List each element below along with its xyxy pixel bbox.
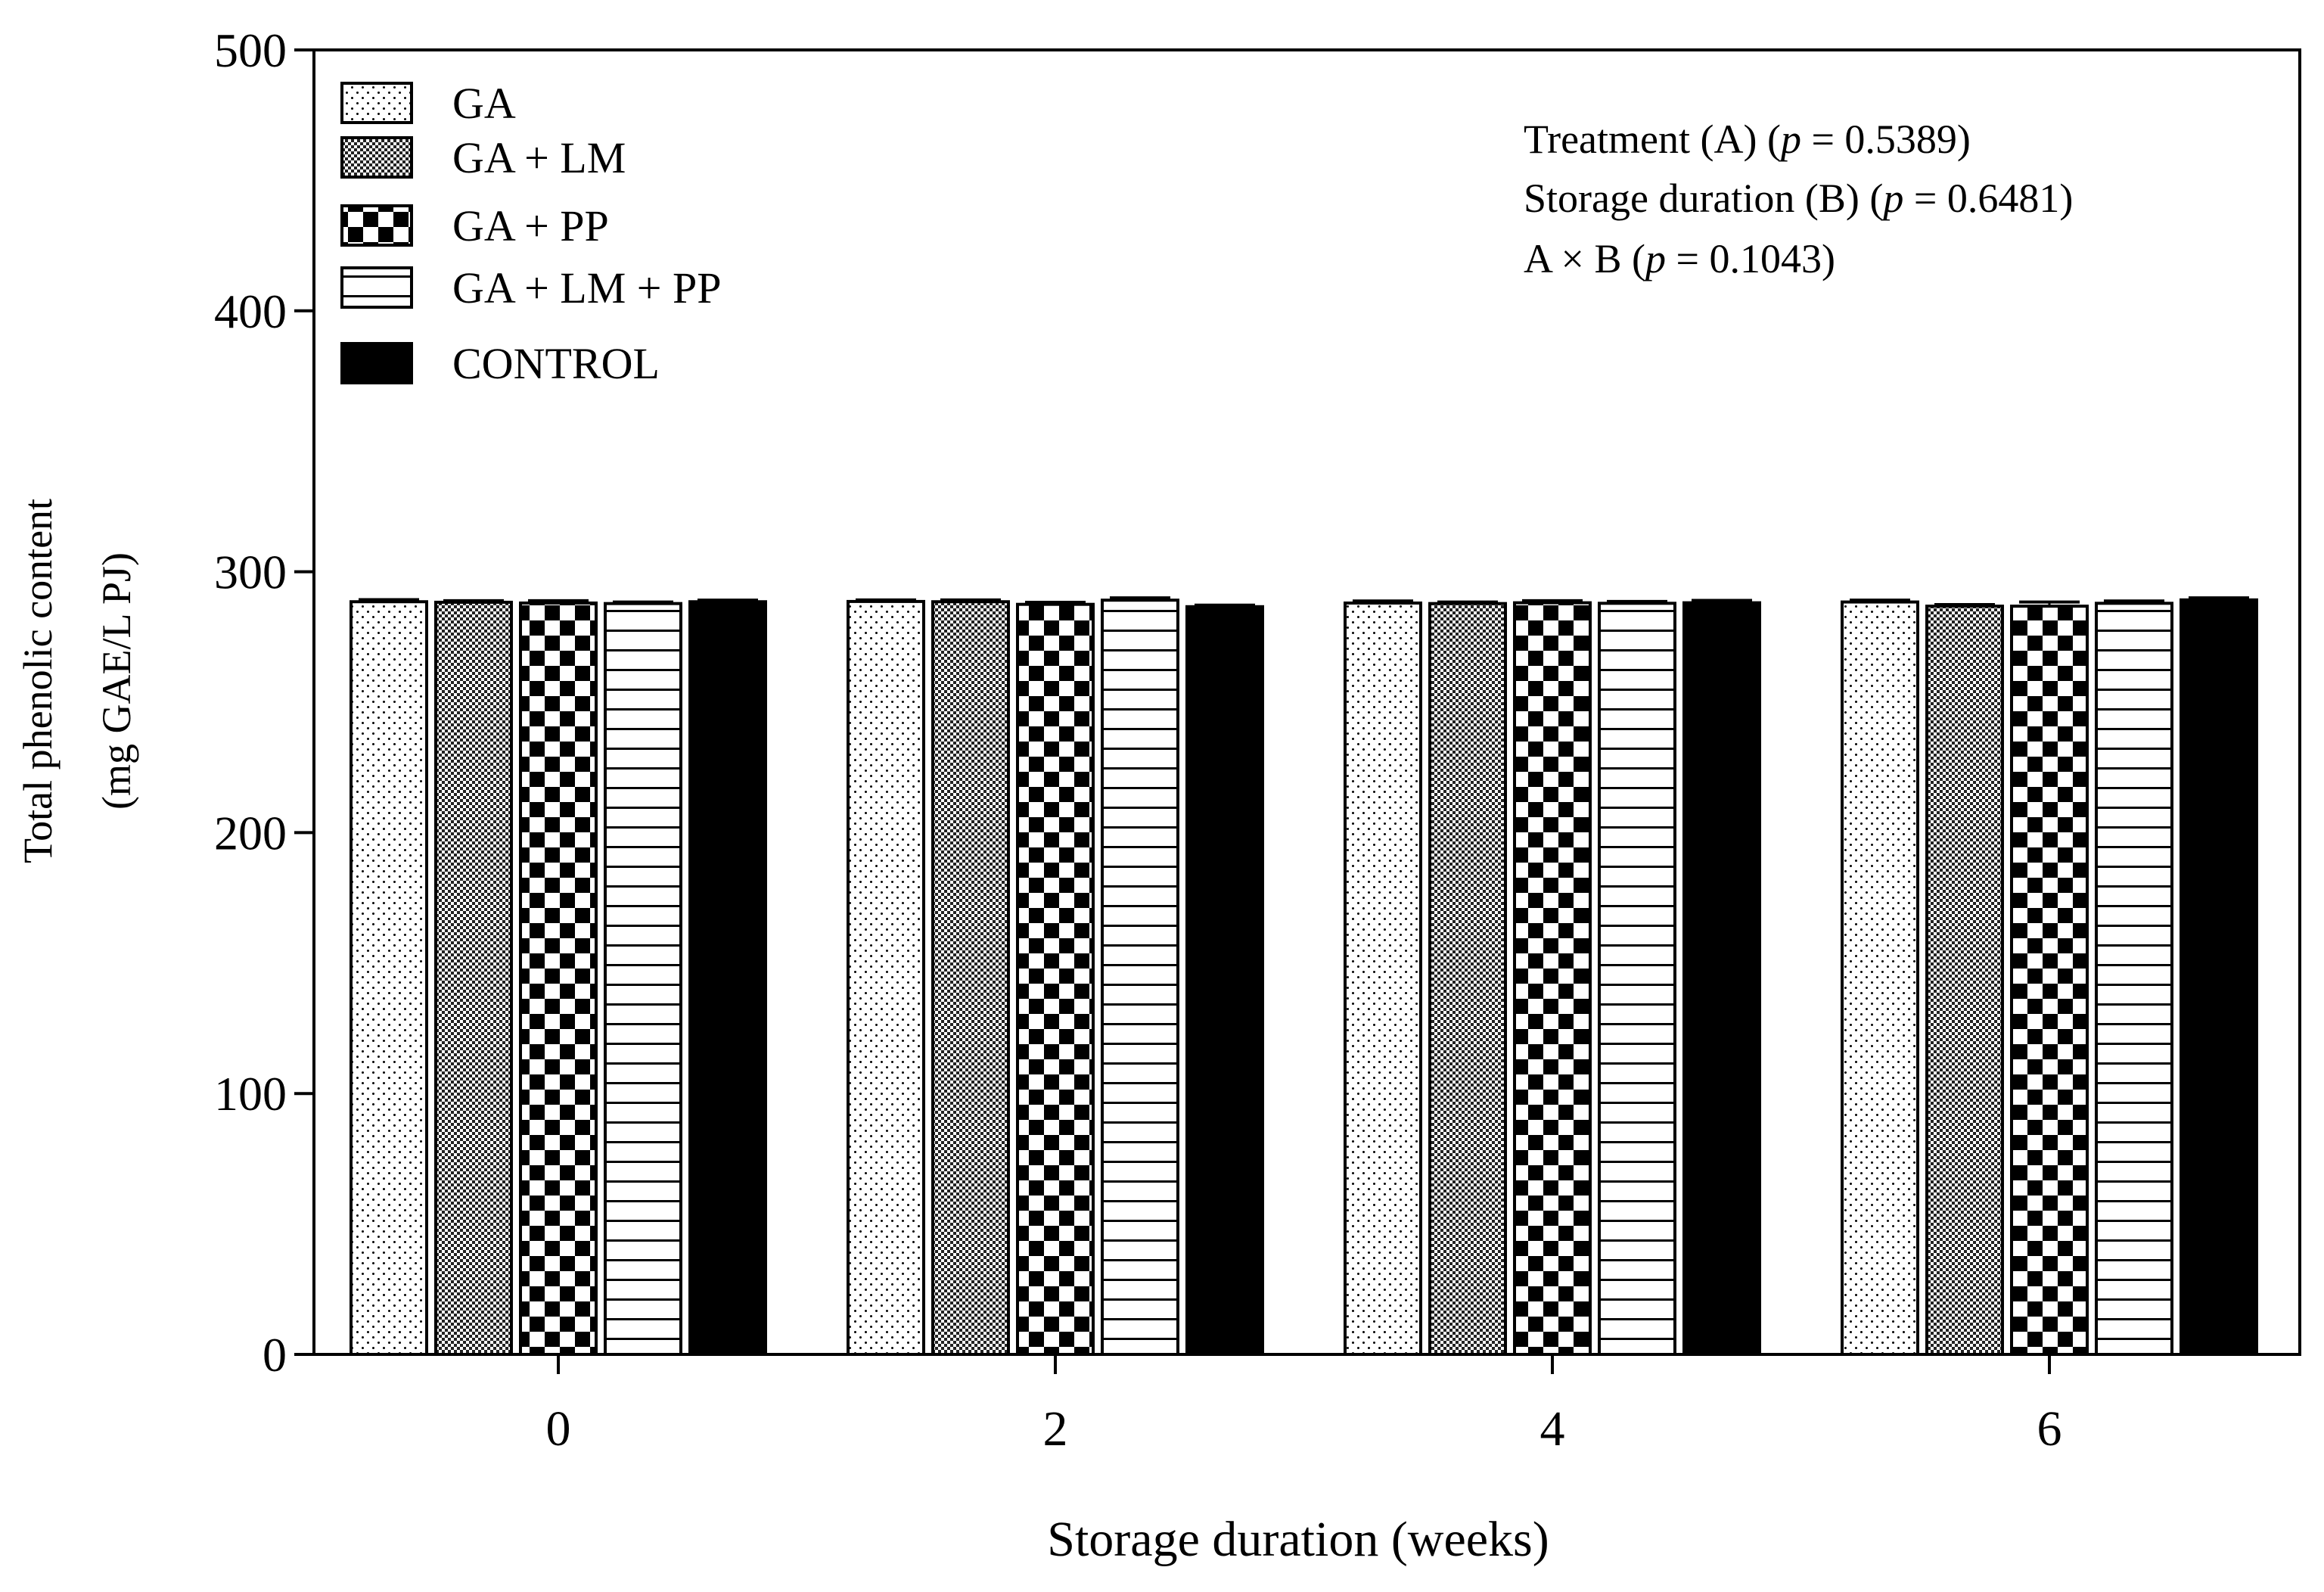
bar (434, 600, 513, 1356)
bar (1344, 601, 1422, 1356)
bar (1101, 599, 1179, 1356)
plot-border (312, 48, 2301, 1356)
y-tick-label: 100 (214, 1067, 287, 1121)
bar (1185, 605, 1264, 1356)
x-tick-label: 2 (1043, 1401, 1068, 1457)
bar (2095, 602, 2173, 1356)
y-tick-label: 500 (214, 23, 287, 77)
y-axis-label: Total phenolic content (mg GAE/L PJ) (15, 499, 139, 863)
bar (604, 602, 682, 1356)
x-axis-label: Storage duration (weeks) (1047, 1512, 1549, 1567)
stat-annotation: Treatment (A) (p = 0.5389) (1524, 117, 1971, 162)
x-tick-label: 4 (1540, 1401, 1565, 1457)
bar (519, 601, 598, 1356)
x-tick-label: 0 (546, 1401, 571, 1457)
legend-swatch (340, 266, 413, 309)
legend-swatch (340, 82, 413, 124)
y-tick-label: 0 (263, 1328, 287, 1382)
bar (931, 600, 1010, 1356)
bar (2180, 598, 2258, 1356)
plot-frame (312, 48, 2301, 1356)
legend: GA GA + LM GA + PP GA + LM + PP CONTROL (340, 79, 722, 388)
bar (2010, 605, 2089, 1356)
bar (1841, 600, 1919, 1356)
bar (1428, 602, 1507, 1356)
stats-annotations: Treatment (A) (p = 0.5389) Storage durati… (1524, 117, 2073, 281)
bar (350, 600, 428, 1356)
legend-label: GA + LM + PP (452, 263, 722, 312)
y-axis-label-line-1: Total phenolic content (15, 499, 61, 863)
y-axis-label-line-2: (mg GAE/L PJ) (94, 552, 139, 810)
bar (1682, 601, 1761, 1356)
stat-annotation: A × B (p = 0.1043) (1524, 236, 1835, 281)
y-tick-label: 400 (214, 285, 287, 338)
bar (688, 600, 767, 1356)
stat-annotation: Storage duration (B) (p = 0.6481) (1524, 176, 2073, 221)
legend-swatch (340, 342, 413, 384)
x-tick-label: 6 (2037, 1401, 2062, 1457)
y-tick-label: 300 (214, 546, 287, 599)
bar (847, 599, 925, 1356)
legend-label: CONTROL (452, 339, 660, 388)
legend-swatch (340, 204, 413, 247)
legend-label: GA + PP (452, 201, 609, 250)
axes-layer: 0 100 200 300 400 500 0 2 4 6 (214, 23, 2062, 1457)
bar (1925, 605, 2004, 1356)
bars-layer (350, 596, 2258, 1356)
legend-swatch (340, 136, 413, 179)
bar (1513, 601, 1592, 1356)
legend-label: GA (452, 79, 516, 128)
y-tick-label: 200 (214, 806, 287, 860)
bar (1598, 602, 1676, 1356)
legend-label: GA + LM (452, 133, 626, 182)
bar (1016, 602, 1095, 1356)
